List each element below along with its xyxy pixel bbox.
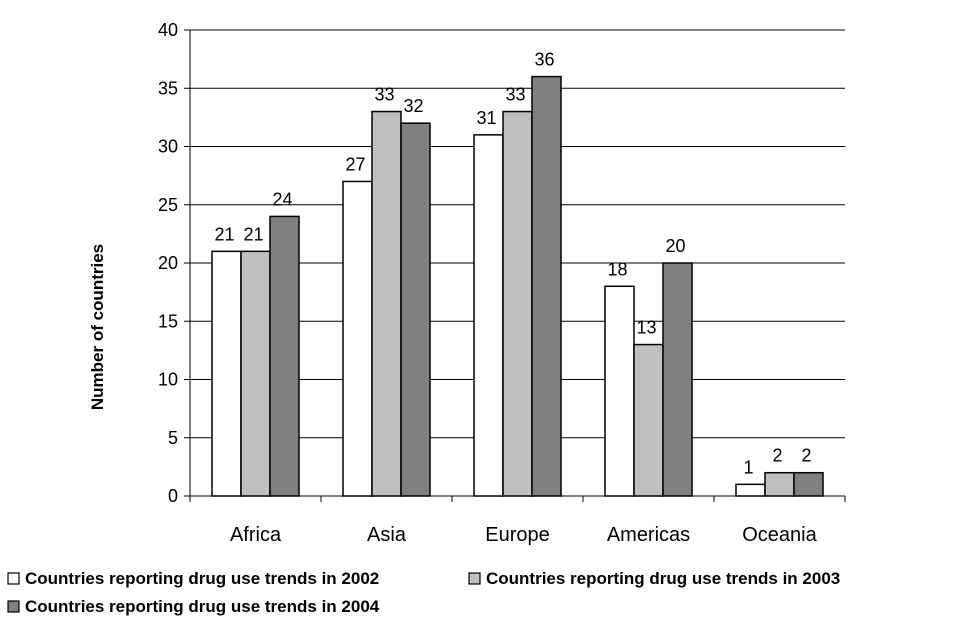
bar [371, 110, 402, 497]
y-tick-label: 0 [168, 486, 178, 506]
y-tick-label: 25 [158, 195, 178, 215]
data-label: 33 [505, 85, 525, 105]
x-tick-label: Americas [607, 524, 690, 546]
bar [764, 471, 795, 497]
data-label: 36 [534, 50, 554, 70]
data-label: 33 [374, 85, 394, 105]
y-tick-label: 35 [158, 78, 178, 98]
x-tick-label: Europe [485, 524, 550, 546]
bar [342, 180, 373, 497]
data-label: 24 [272, 189, 292, 209]
x-tick-label: Africa [230, 524, 282, 546]
y-tick-label: 20 [158, 253, 178, 273]
data-label: 27 [345, 154, 365, 174]
data-label: 18 [607, 259, 627, 279]
y-tick-label: 15 [158, 311, 178, 331]
bar [735, 483, 766, 497]
y-axis: 0 5 10 15 20 25 30 35 40 [158, 20, 191, 506]
x-tick-label: Oceania [742, 524, 817, 546]
legend-swatch [7, 572, 20, 585]
bars [211, 75, 824, 497]
data-label: 1 [743, 457, 753, 477]
data-label: 21 [243, 224, 263, 244]
bar [604, 285, 635, 497]
bar [662, 262, 693, 497]
legend-swatch [7, 600, 20, 613]
data-label: 2 [772, 446, 782, 466]
bar [400, 122, 431, 497]
bar [211, 250, 242, 497]
data-label: 20 [665, 236, 685, 256]
y-tick-label: 30 [158, 137, 178, 157]
legend-label: Countries reporting drug use trends in 2… [486, 569, 840, 588]
x-axis: Africa Asia Europe Americas Oceania [189, 495, 846, 546]
data-label: 21 [214, 224, 234, 244]
data-label: 13 [636, 318, 656, 338]
data-label: 2 [801, 446, 811, 466]
y-tick-label: 10 [158, 370, 178, 390]
bar [502, 110, 533, 497]
legend-label: Countries reporting drug use trends in 2… [25, 569, 379, 588]
y-tick-label: 40 [158, 20, 178, 40]
data-label: 31 [476, 108, 496, 128]
bar [793, 471, 824, 497]
x-tick-label: Asia [367, 524, 407, 546]
bar [473, 134, 504, 497]
bar [240, 250, 271, 497]
legend-label: Countries reporting drug use trends in 2… [25, 597, 380, 616]
bar [269, 215, 300, 497]
data-label: 32 [403, 96, 423, 116]
y-axis-label: Number of countries [88, 244, 107, 410]
y-tick-label: 5 [168, 428, 178, 448]
bar [531, 75, 562, 497]
legend: Countries reporting drug use trends in 2… [7, 569, 840, 616]
legend-swatch [468, 572, 481, 585]
bar [633, 343, 664, 497]
